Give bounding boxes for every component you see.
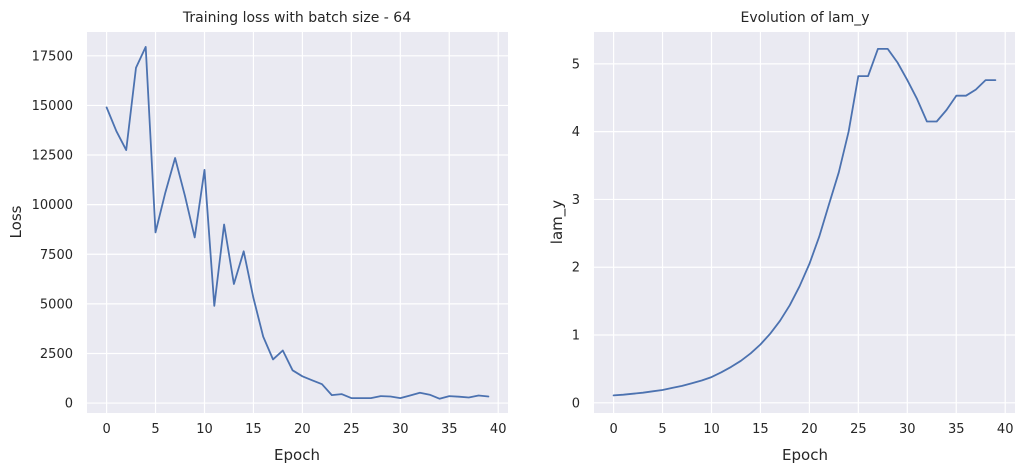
lam-y-y-tick-label: 3 (572, 193, 580, 208)
loss-chart: 0 5 10 15 20 25 30 35 40 0 2500 5000 7500 10000 12500 1… (7, 10, 508, 464)
lam-y-x-tick-label: 30 (899, 422, 916, 437)
lam-y-x-tick-label: 0 (609, 422, 617, 437)
loss-y-tick-label: 17500 (32, 49, 73, 64)
loss-chart-title: Training loss with batch size - 64 (182, 10, 411, 26)
loss-y-tick-label: 10000 (32, 198, 73, 213)
lam-y-x-tick-label: 20 (801, 422, 818, 437)
loss-y-tick-label: 5000 (40, 297, 73, 312)
lam-y-x-tick-label: 25 (850, 422, 867, 437)
loss-y-tick-label: 2500 (40, 347, 73, 362)
loss-x-tick-label: 5 (151, 422, 159, 437)
lam-y-y-tick-label: 4 (572, 125, 580, 140)
lam-y-y-tick-label: 5 (572, 57, 580, 72)
loss-y-tick-label: 12500 (32, 149, 73, 164)
loss-y-tick-label: 0 (65, 397, 73, 412)
loss-x-tick-label: 40 (490, 422, 507, 437)
loss-x-tick-label: 30 (392, 422, 409, 437)
loss-grid (87, 32, 508, 413)
loss-plot-area (87, 32, 508, 413)
loss-y-tick-label: 15000 (32, 99, 73, 114)
lam-y-x-tick-label: 40 (997, 422, 1014, 437)
lam-y-x-axis-label: Epoch (782, 446, 828, 464)
lam-y-x-tick-label: 35 (948, 422, 965, 437)
loss-x-tick-label: 25 (343, 422, 360, 437)
lam-y-x-tick-label: 5 (658, 422, 666, 437)
lam-y-chart: 0 5 10 15 20 25 30 35 40 0 1 2 3 4 5 Evolution of lam_… (548, 10, 1015, 464)
lam-y-y-axis-label: lam_y (548, 200, 567, 244)
loss-y-tick-label: 7500 (40, 248, 73, 263)
lam-y-chart-title: Evolution of lam_y (740, 10, 869, 26)
lam-y-y-tick-label: 0 (572, 396, 580, 411)
loss-tick-labels: 0 5 10 15 20 25 30 35 40 0 2500 5000 7500 10000 12500 1… (32, 49, 507, 437)
lam-y-y-tick-label: 1 (572, 329, 580, 344)
lam-y-x-tick-label: 10 (703, 422, 720, 437)
lam-y-y-tick-label: 2 (572, 261, 580, 276)
lam-y-x-tick-label: 15 (752, 422, 769, 437)
lam-y-tick-labels: 0 5 10 15 20 25 30 35 40 0 1 2 3 4 5 (572, 57, 1014, 437)
loss-x-axis-label: Epoch (274, 446, 320, 464)
lam-y-plot-area (594, 32, 1015, 413)
loss-x-tick-label: 10 (196, 422, 213, 437)
loss-y-axis-label: Loss (7, 205, 25, 238)
lam-y-series-line (612, 48, 997, 397)
loss-x-tick-label: 20 (294, 422, 311, 437)
loss-x-tick-label: 0 (102, 422, 110, 437)
loss-x-tick-label: 35 (441, 422, 458, 437)
loss-x-tick-label: 15 (245, 422, 262, 437)
loss-series-line (105, 46, 490, 400)
